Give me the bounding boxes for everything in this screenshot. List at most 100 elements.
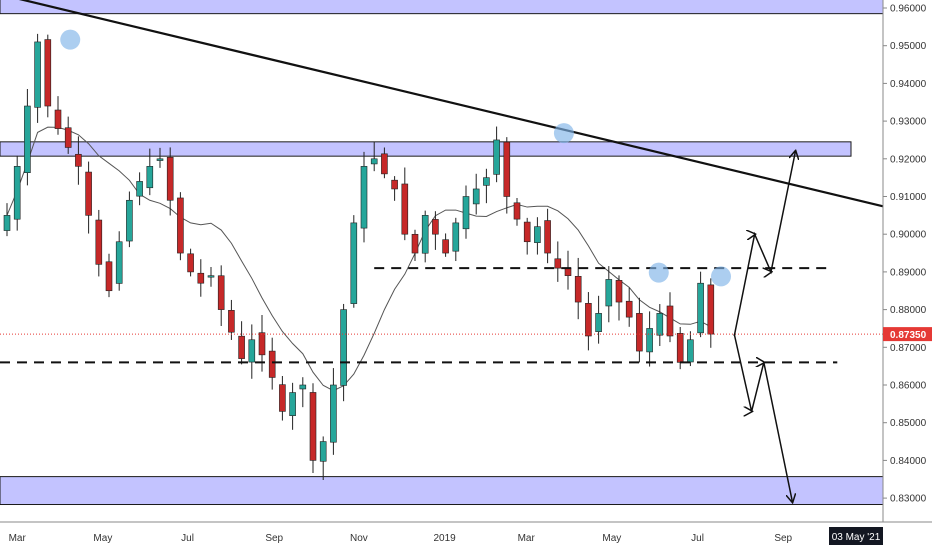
time-tick-label: 2019 (433, 533, 456, 544)
candle-body (268, 350, 276, 378)
candle-body (95, 219, 103, 265)
time-tick-label: Sep (265, 533, 283, 544)
price-tick-label: 0.89000 (890, 267, 927, 278)
candle-body (299, 384, 307, 390)
moving-average-layer (6, 126, 712, 392)
candle-body (687, 339, 694, 363)
candle-body (146, 166, 154, 189)
projection-arrows-layer (733, 151, 795, 502)
highlight-circles-layer (60, 29, 731, 287)
zones-layer (0, 0, 884, 506)
candle-body (523, 221, 531, 243)
support-zone-bottom (0, 476, 884, 506)
candle-body (360, 166, 368, 229)
candle-body (115, 241, 123, 284)
candle-body (370, 158, 378, 165)
candle-body (156, 158, 164, 161)
price-axis-panel (883, 0, 932, 522)
candle-body (166, 156, 174, 201)
candle-body (238, 335, 245, 359)
highlight-circle (648, 262, 669, 283)
candle-body (85, 171, 92, 216)
highlight-circle (553, 123, 574, 144)
candle-body (411, 233, 419, 254)
price-tick-label: 0.92000 (890, 154, 927, 165)
candle-body (34, 41, 41, 108)
time-axis-panel (0, 522, 932, 550)
price-tick-label: 0.90000 (890, 230, 927, 241)
time-tick-label: Mar (9, 533, 27, 544)
candle-body (707, 284, 715, 335)
candle-body (534, 226, 541, 243)
candle-body (462, 196, 470, 230)
price-tick-label: 0.83000 (890, 494, 927, 505)
date-badge-label: 03 May '21 (832, 532, 881, 543)
candles-layer (3, 33, 715, 480)
candle-body (605, 279, 613, 307)
candle-body (442, 239, 449, 254)
candle-body (513, 202, 521, 220)
candle-body (207, 275, 215, 278)
candle-body (564, 267, 572, 276)
time-tick-label: Jul (691, 533, 704, 544)
candle-body (24, 105, 31, 173)
candle-body (472, 188, 480, 205)
candle-body (217, 275, 225, 310)
price-tick-label: 0.94000 (890, 79, 927, 90)
candle-body (3, 215, 11, 231)
time-tick-label: Nov (350, 533, 368, 544)
candle-body (126, 199, 133, 242)
price-tick-label: 0.88000 (890, 305, 927, 316)
candle-body (258, 332, 266, 356)
candle-body (585, 303, 592, 337)
annotation-lines-layer (0, 0, 890, 364)
date-badge (829, 527, 883, 545)
candle-body (340, 309, 347, 386)
time-tick-label: Jul (181, 533, 194, 544)
candle-body (197, 272, 205, 284)
candle-body (615, 280, 623, 303)
candle-body (248, 339, 256, 363)
candle-body (228, 310, 235, 333)
candle-body (656, 313, 664, 336)
candle-body (44, 39, 52, 107)
highlight-circle (711, 266, 731, 287)
candle-body (319, 441, 327, 462)
candle-body (574, 275, 582, 303)
candle-body (666, 305, 674, 337)
candle-body (177, 197, 184, 254)
bearish-projection (733, 333, 792, 502)
candle-body (421, 215, 429, 254)
candle-body (136, 181, 143, 197)
candle-body (554, 258, 562, 269)
time-tick-label: May (93, 533, 112, 544)
candle-body (309, 392, 317, 461)
price-tick-label: 0.85000 (890, 418, 927, 429)
current-price-label: 0.87350 (890, 330, 927, 341)
time-tick-label: Sep (774, 533, 792, 544)
candle-body (105, 261, 113, 292)
current-price-badge (883, 327, 932, 342)
candle-body (646, 328, 653, 353)
candle-body (595, 313, 602, 332)
candle-body (289, 392, 296, 416)
resistance-zone-top (0, 0, 884, 15)
price-tick-label: 0.84000 (890, 456, 927, 467)
candle-body (187, 253, 194, 273)
highlight-circle (60, 29, 81, 50)
candle-body (401, 183, 409, 235)
candle-body (432, 219, 439, 235)
price-tick-label: 0.95000 (890, 41, 927, 52)
candle-body (54, 109, 62, 129)
descending-trendline (18, 0, 890, 209)
moving-average-line (6, 126, 712, 392)
candle-body (391, 179, 398, 190)
time-tick-label: Mar (518, 533, 536, 544)
price-tick-label: 0.93000 (890, 117, 927, 128)
candle-body (350, 222, 358, 304)
price-tick-label: 0.96000 (890, 4, 927, 15)
candle-body (279, 384, 286, 412)
candle-body (625, 300, 633, 318)
candle-body (503, 141, 511, 197)
